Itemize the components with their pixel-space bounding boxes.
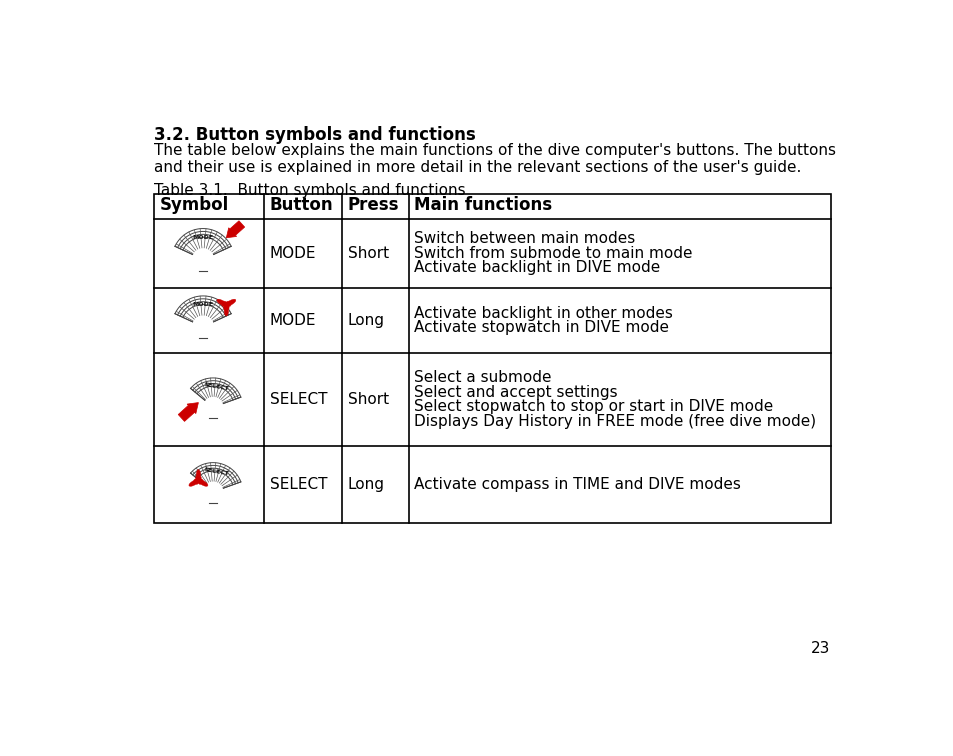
Text: Select a submode: Select a submode (414, 370, 551, 386)
Text: Long: Long (347, 477, 384, 491)
Text: Table 3.1.  Button symbols and functions: Table 3.1. Button symbols and functions (154, 183, 465, 198)
Text: Main functions: Main functions (414, 197, 552, 215)
Text: Button: Button (270, 197, 334, 215)
Text: SELECT: SELECT (270, 392, 327, 407)
Text: Activate compass in TIME and DIVE modes: Activate compass in TIME and DIVE modes (414, 477, 740, 491)
Polygon shape (189, 469, 208, 486)
Text: Switch between main modes: Switch between main modes (414, 231, 635, 246)
Text: Long: Long (347, 313, 384, 328)
Text: Select and accept settings: Select and accept settings (414, 385, 617, 400)
Text: The table below explains the main functions of the dive computer's buttons. The : The table below explains the main functi… (154, 143, 835, 158)
Text: Switch from submode to main mode: Switch from submode to main mode (414, 246, 692, 261)
Text: Press: Press (347, 197, 398, 215)
Text: Select stopwatch to stop or start in DIVE mode: Select stopwatch to stop or start in DIV… (414, 399, 772, 414)
Text: SELECT: SELECT (270, 477, 327, 491)
Text: MODE: MODE (193, 302, 213, 307)
Bar (154, 194, 830, 522)
Text: Short: Short (347, 246, 389, 261)
Text: MODE: MODE (193, 235, 213, 240)
Polygon shape (178, 403, 198, 421)
Text: MODE: MODE (270, 313, 316, 328)
Text: SELECT: SELECT (203, 382, 230, 392)
Text: 3.2. Button symbols and functions: 3.2. Button symbols and functions (154, 126, 476, 144)
Text: Activate backlight in other modes: Activate backlight in other modes (414, 306, 672, 321)
Polygon shape (216, 299, 235, 316)
Polygon shape (226, 221, 244, 238)
Text: Activate stopwatch in DIVE mode: Activate stopwatch in DIVE mode (414, 321, 668, 335)
Text: Short: Short (347, 392, 389, 407)
Text: 23: 23 (810, 641, 830, 656)
Text: and their use is explained in more detail in the relevant sections of the user's: and their use is explained in more detai… (154, 160, 801, 175)
Text: Symbol: Symbol (159, 197, 229, 215)
Text: Displays Day History in FREE mode (free dive mode): Displays Day History in FREE mode (free … (414, 414, 815, 429)
Text: Activate backlight in DIVE mode: Activate backlight in DIVE mode (414, 260, 659, 275)
Text: SELECT: SELECT (203, 466, 230, 476)
Text: MODE: MODE (270, 246, 316, 261)
